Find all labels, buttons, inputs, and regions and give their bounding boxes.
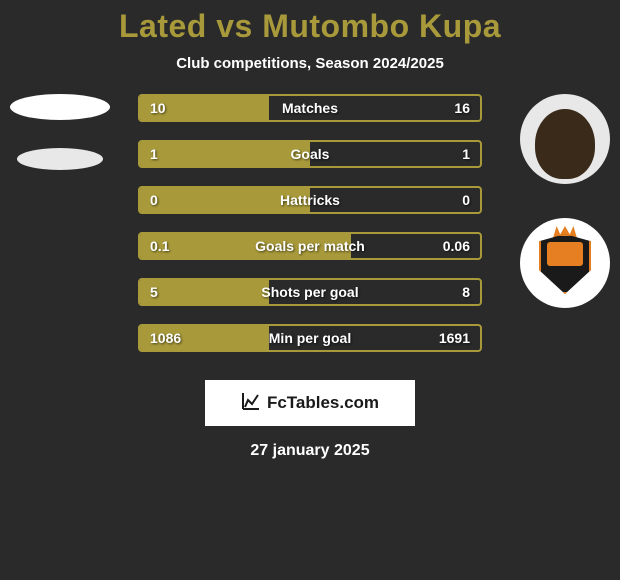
stats-table: 10 Matches 16 1 Goals 1 0 Hattricks 0 0.…: [138, 94, 482, 370]
stat-right-value: 1: [462, 142, 470, 166]
player-photo-icon: [535, 109, 595, 179]
stat-label: Shots per goal: [140, 280, 480, 304]
infographic-root: Lated vs Mutombo Kupa Club competitions,…: [0, 0, 620, 460]
stat-label: Goals: [140, 142, 480, 166]
stat-right-value: 0.06: [443, 234, 470, 258]
stat-row-min-per-goal: 1086 Min per goal 1691: [138, 324, 482, 352]
player-left-column: [10, 94, 110, 170]
page-title: Lated vs Mutombo Kupa: [0, 8, 620, 45]
player-right-club-logo: [520, 218, 610, 308]
stat-label: Min per goal: [140, 326, 480, 350]
player-left-club-placeholder: [17, 148, 103, 170]
stat-right-value: 1691: [439, 326, 470, 350]
stat-label: Hattricks: [140, 188, 480, 212]
stat-label: Goals per match: [140, 234, 480, 258]
stat-row-shots-per-goal: 5 Shots per goal 8: [138, 278, 482, 306]
stat-row-goals-per-match: 0.1 Goals per match 0.06: [138, 232, 482, 260]
player-right-avatar: [520, 94, 610, 184]
player-left-avatar-placeholder: [10, 94, 110, 120]
branding-text: FcTables.com: [267, 393, 379, 413]
stat-row-matches: 10 Matches 16: [138, 94, 482, 122]
stat-row-hattricks: 0 Hattricks 0: [138, 186, 482, 214]
club-shield-icon: [535, 228, 595, 298]
stat-label: Matches: [140, 96, 480, 120]
page-subtitle: Club competitions, Season 2024/2025: [0, 55, 620, 72]
branding-badge: FcTables.com: [205, 380, 415, 426]
stat-row-goals: 1 Goals 1: [138, 140, 482, 168]
stat-right-value: 16: [454, 96, 470, 120]
comparison-panel: 10 Matches 16 1 Goals 1 0 Hattricks 0 0.…: [0, 100, 620, 380]
player-right-column: [520, 94, 610, 342]
stat-right-value: 8: [462, 280, 470, 304]
chart-icon: [241, 391, 261, 416]
stat-right-value: 0: [462, 188, 470, 212]
footer-date: 27 january 2025: [0, 442, 620, 460]
